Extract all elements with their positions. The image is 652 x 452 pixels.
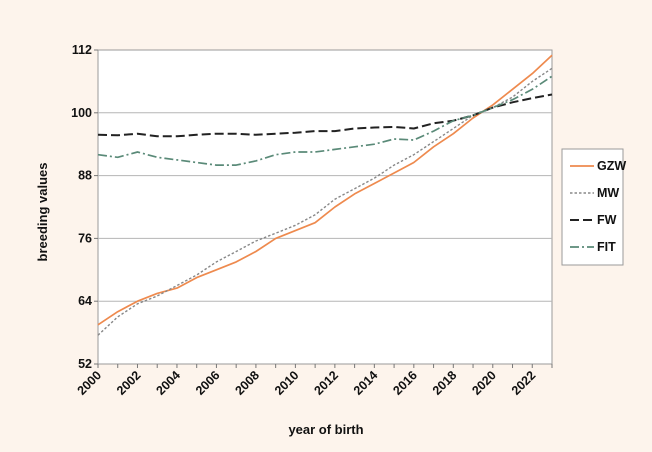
y-axis-label: breeding values [35,163,50,262]
series-line-fw [97,93,553,138]
legend-label-mw: MW [597,186,619,200]
series-lines [97,54,553,336]
y-tick-label: 88 [78,169,92,183]
gridlines [98,112,552,302]
y-tick-label: 64 [78,294,92,308]
y-tick-label: 52 [78,357,92,371]
legend: GZW MW FW FIT [561,148,626,266]
y-tick-label: 100 [71,106,92,120]
y-axis-ticks: 52 64 76 88 100 112 [71,43,98,371]
y-tick-label: 76 [78,231,92,245]
legend-label-fw: FW [597,213,617,227]
series-line-mw [97,67,553,336]
legend-box [561,148,624,266]
x-axis-label: year of birth [288,422,363,437]
legend-label-fit: FIT [597,240,616,254]
series-line-gzw [97,54,553,326]
y-tick-label: 112 [72,43,92,57]
legend-label-gzw: GZW [597,159,626,173]
